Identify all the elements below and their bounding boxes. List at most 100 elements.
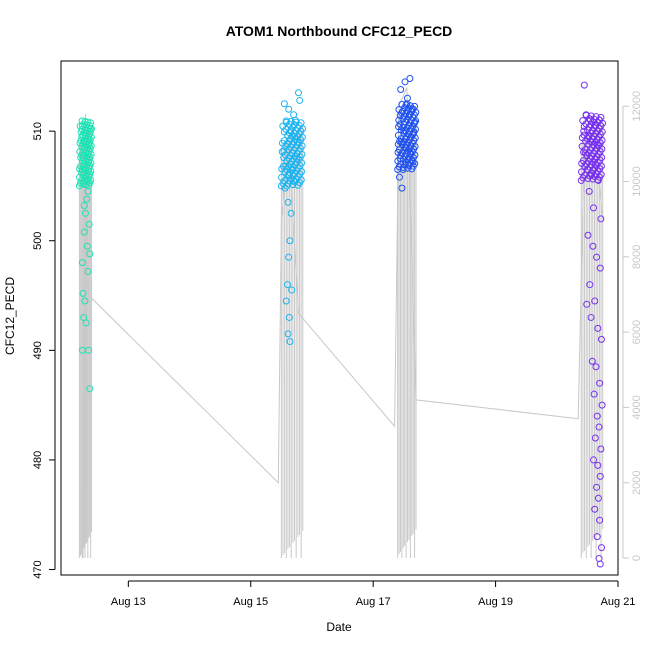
data-point [593, 483, 601, 491]
data-point [594, 494, 602, 502]
data-point [280, 128, 288, 136]
data-point [292, 118, 300, 126]
data-point [406, 75, 414, 83]
data-point [590, 204, 598, 212]
data-point [284, 330, 292, 338]
data-point [287, 126, 295, 134]
y2-tick-label: 10000 [631, 166, 643, 197]
data-point [286, 177, 294, 185]
data-point [280, 100, 288, 108]
data-point [580, 81, 588, 89]
y2-tick-label: 8000 [631, 245, 643, 269]
y2-tick-label: 12000 [631, 91, 643, 122]
data-point [584, 157, 592, 165]
plot-frame [60, 60, 619, 576]
y-tick-label: 510 [32, 122, 44, 140]
data-point [591, 297, 599, 305]
y-tick-label: 490 [32, 341, 44, 359]
right-axis-series-line [82, 87, 604, 559]
data-point [596, 264, 604, 272]
data-point [83, 195, 91, 203]
data-point [280, 154, 288, 162]
data-point [79, 163, 87, 171]
data-point [83, 242, 91, 250]
y2-tick-label: 6000 [631, 320, 643, 344]
data-point [587, 313, 595, 321]
data-point [85, 346, 93, 354]
data-point [401, 161, 409, 169]
data-point [584, 231, 592, 239]
y-tick-label: 470 [32, 560, 44, 578]
data-point [591, 434, 599, 442]
x-axis-label: Date [326, 620, 352, 634]
data-point [582, 111, 590, 119]
data-point [586, 281, 594, 289]
x-tick-label: Aug 15 [233, 596, 268, 608]
y-axis-label: CFC12_PECD [3, 277, 17, 355]
data-point [283, 281, 291, 289]
data-point [285, 313, 293, 321]
y-tick-label: 500 [32, 232, 44, 250]
data-point [593, 412, 601, 420]
data-point [285, 253, 293, 261]
data-point [402, 110, 410, 118]
data-point [593, 533, 601, 541]
data-point [592, 113, 600, 121]
x-tick-label: Aug 19 [478, 596, 513, 608]
data-point [583, 300, 591, 308]
data-point [595, 423, 603, 431]
data-point [406, 102, 414, 110]
data-point [81, 152, 89, 160]
data-point [401, 135, 409, 143]
data-point [278, 165, 286, 173]
data-point [597, 544, 605, 552]
data-point [586, 116, 594, 124]
data-point [282, 297, 290, 305]
data-point [287, 209, 295, 217]
data-point [84, 267, 92, 275]
data-point [589, 242, 597, 250]
data-point [79, 289, 87, 297]
data-point [285, 137, 293, 145]
data-point [286, 338, 294, 346]
data-point [580, 123, 588, 131]
data-point [580, 148, 588, 156]
data-point [398, 100, 406, 108]
data-point [586, 172, 594, 180]
y-tick-label: 480 [32, 451, 44, 469]
data-point [587, 121, 595, 129]
data-point [591, 505, 599, 513]
data-point [592, 363, 600, 371]
chart-title: ATOM1 Northbound CFC12_PECD [226, 23, 453, 39]
data-point [288, 286, 296, 294]
data-point [403, 94, 411, 102]
data-point [279, 179, 287, 187]
data-point [81, 209, 89, 217]
data-point [282, 117, 290, 125]
data-point [284, 163, 292, 171]
data-point [395, 173, 403, 181]
data-point [597, 335, 605, 343]
data-point [80, 177, 88, 185]
data-point [597, 215, 605, 223]
data-point [597, 445, 605, 453]
y2-tick-label: 4000 [631, 395, 643, 419]
data-point [286, 237, 294, 245]
data-point [594, 324, 602, 332]
data-point [579, 174, 587, 182]
data-point [285, 105, 293, 113]
data-point [81, 297, 89, 305]
data-point [401, 78, 409, 86]
data-point [585, 132, 593, 140]
data-point [596, 560, 604, 568]
data-point [80, 228, 88, 236]
data-point [596, 379, 604, 387]
scatter-points [75, 75, 606, 568]
data-point [294, 89, 302, 97]
data-point [588, 357, 596, 365]
data-point [594, 461, 602, 469]
data-point [278, 139, 286, 147]
y2-tick-label: 0 [631, 555, 643, 561]
data-point [585, 187, 593, 195]
